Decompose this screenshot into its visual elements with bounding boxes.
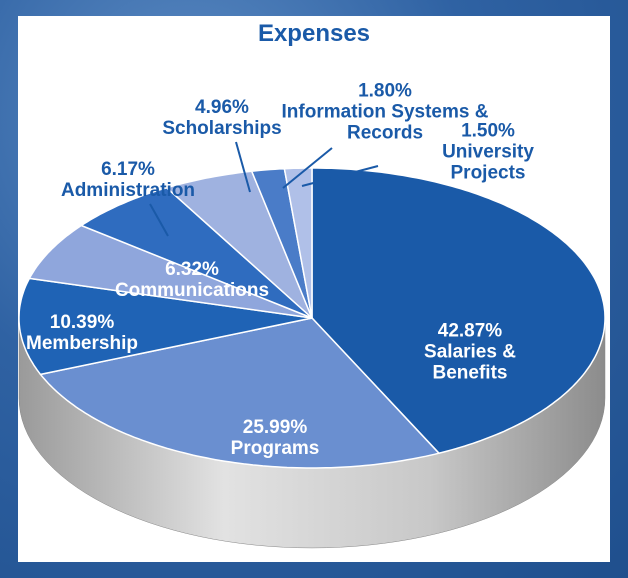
slice-value: 6.32% bbox=[165, 259, 219, 280]
slice-label: 1.50% University Projects bbox=[418, 121, 558, 184]
slice-label: 6.32% Communications bbox=[115, 259, 269, 301]
pie-slice bbox=[165, 170, 313, 319]
slice-label: 6.17% Administration bbox=[61, 159, 195, 201]
slice-name: Communications bbox=[114, 280, 270, 301]
pie-slice bbox=[28, 224, 313, 319]
leader-line bbox=[282, 147, 333, 189]
pie-slice bbox=[311, 167, 606, 455]
slice-name: University Projects bbox=[442, 141, 534, 184]
slice-name: Membership bbox=[26, 333, 138, 354]
slice-label: 42.87% Salaries & Benefits bbox=[391, 321, 549, 384]
slice-value: 10.39% bbox=[49, 312, 115, 333]
pie-slice bbox=[283, 167, 313, 319]
slice-value: 42.87% bbox=[437, 320, 503, 342]
slice-name: Information Systems & Records bbox=[281, 101, 489, 144]
slice-name: Administration bbox=[60, 180, 196, 201]
slice-value: 4.96% bbox=[195, 97, 249, 118]
leader-line bbox=[301, 165, 379, 187]
slice-label: 1.80% Information Systems & Records bbox=[270, 81, 500, 144]
slice-label: 4.96% Scholarships bbox=[162, 97, 281, 139]
slice-label: 10.39% Membership bbox=[26, 312, 138, 354]
pie-slice bbox=[250, 167, 313, 319]
slice-value: 25.99% bbox=[242, 417, 308, 438]
slice-value: 6.17% bbox=[101, 159, 155, 180]
pie-slice bbox=[39, 317, 441, 469]
chart-title: Expenses bbox=[257, 20, 371, 47]
leader-line bbox=[149, 203, 169, 237]
slice-label: 25.99% Programs bbox=[231, 417, 320, 459]
pie-slice bbox=[79, 186, 313, 319]
slice-name: Salaries & Benefits bbox=[424, 341, 516, 384]
pie-slice bbox=[18, 277, 313, 376]
slice-name: Programs bbox=[230, 438, 320, 459]
slice-name: Scholarships bbox=[162, 118, 282, 139]
leader-line bbox=[235, 141, 251, 193]
slice-value: 1.80% bbox=[358, 80, 412, 102]
slice-value: 1.50% bbox=[461, 120, 515, 142]
